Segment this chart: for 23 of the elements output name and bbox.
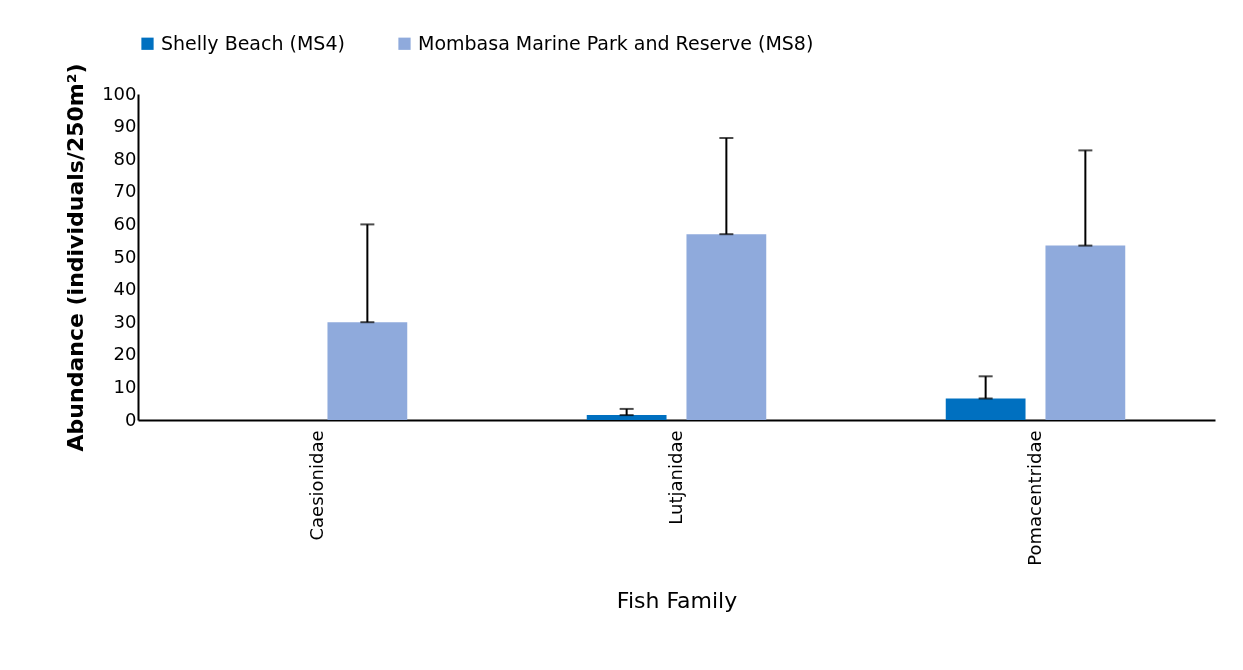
y-tick-label: 50 [113, 245, 137, 267]
bar [1045, 245, 1126, 420]
y-tick-label: 100 [102, 82, 137, 104]
legend-label: Mombasa Marine Park and Reserve (MS8) [418, 31, 814, 54]
x-tick-label: Pomacentridae [1023, 430, 1045, 566]
y-tick-label: 10 [113, 375, 137, 397]
bar [327, 322, 408, 420]
y-tick-label: 90 [113, 115, 137, 137]
y-tick-label: 60 [113, 212, 137, 234]
y-tick-label: 30 [113, 310, 137, 332]
y-tick-label: 70 [113, 180, 137, 202]
x-axis-title: Fish Family [616, 587, 738, 613]
y-tick-label: 40 [113, 278, 137, 300]
legend-label: Shelly Beach (MS4) [161, 31, 345, 54]
x-tick-label: Caesionidae [305, 430, 327, 541]
y-axis-title: Abundance (individuals/250m²) [63, 63, 89, 452]
y-tick-label: 20 [113, 343, 137, 365]
y-tick-label: 80 [113, 147, 137, 169]
bar [945, 398, 1026, 420]
bar [586, 415, 667, 420]
bar [686, 234, 767, 420]
x-tick-label: Lutjanidae [664, 430, 686, 525]
y-tick-label: 0 [125, 408, 137, 430]
